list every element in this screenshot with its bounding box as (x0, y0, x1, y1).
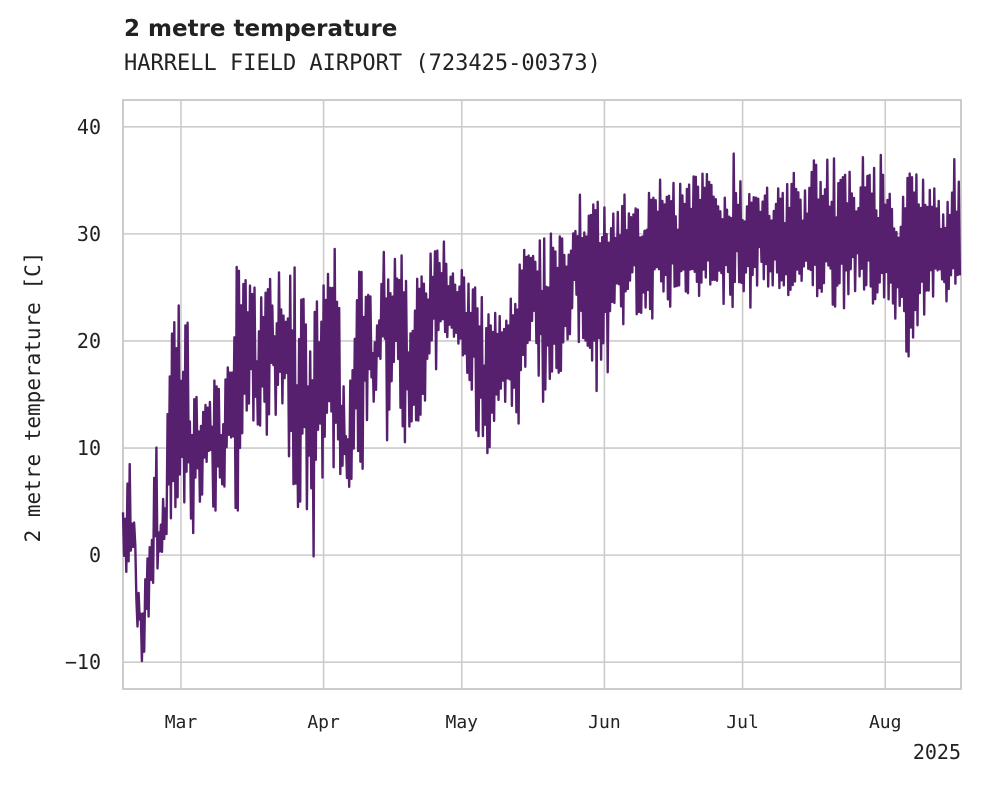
y-axis-ticks: −10 0 10 20 30 40 (65, 115, 101, 674)
x-tick-label: Apr (307, 712, 340, 733)
y-tick-label: 40 (77, 115, 101, 139)
chart-subtitle: HARRELL FIELD AIRPORT (723425-00373) (124, 51, 601, 76)
year-label: 2025 (913, 740, 961, 764)
plot-frame (122, 99, 962, 690)
y-axis-label: 2 metre temperature [C] (21, 252, 45, 543)
x-tick-label: Jul (726, 712, 759, 733)
chart-title: 2 metre temperature (124, 16, 398, 42)
y-tick-label: 0 (89, 543, 101, 567)
temperature-series-line (121, 152, 962, 663)
x-axis-ticks: Mar Apr May Jun Jul Aug (165, 712, 902, 733)
y-tick-label: 30 (77, 222, 101, 246)
x-tick-label: Jun (588, 712, 621, 733)
y-tick-label: 10 (77, 436, 101, 460)
x-tick-label: May (446, 712, 479, 733)
x-tick-label: Aug (869, 712, 902, 733)
y-tick-label: −10 (65, 650, 101, 674)
x-tick-label: Mar (165, 712, 198, 733)
y-tick-label: 20 (77, 329, 101, 353)
